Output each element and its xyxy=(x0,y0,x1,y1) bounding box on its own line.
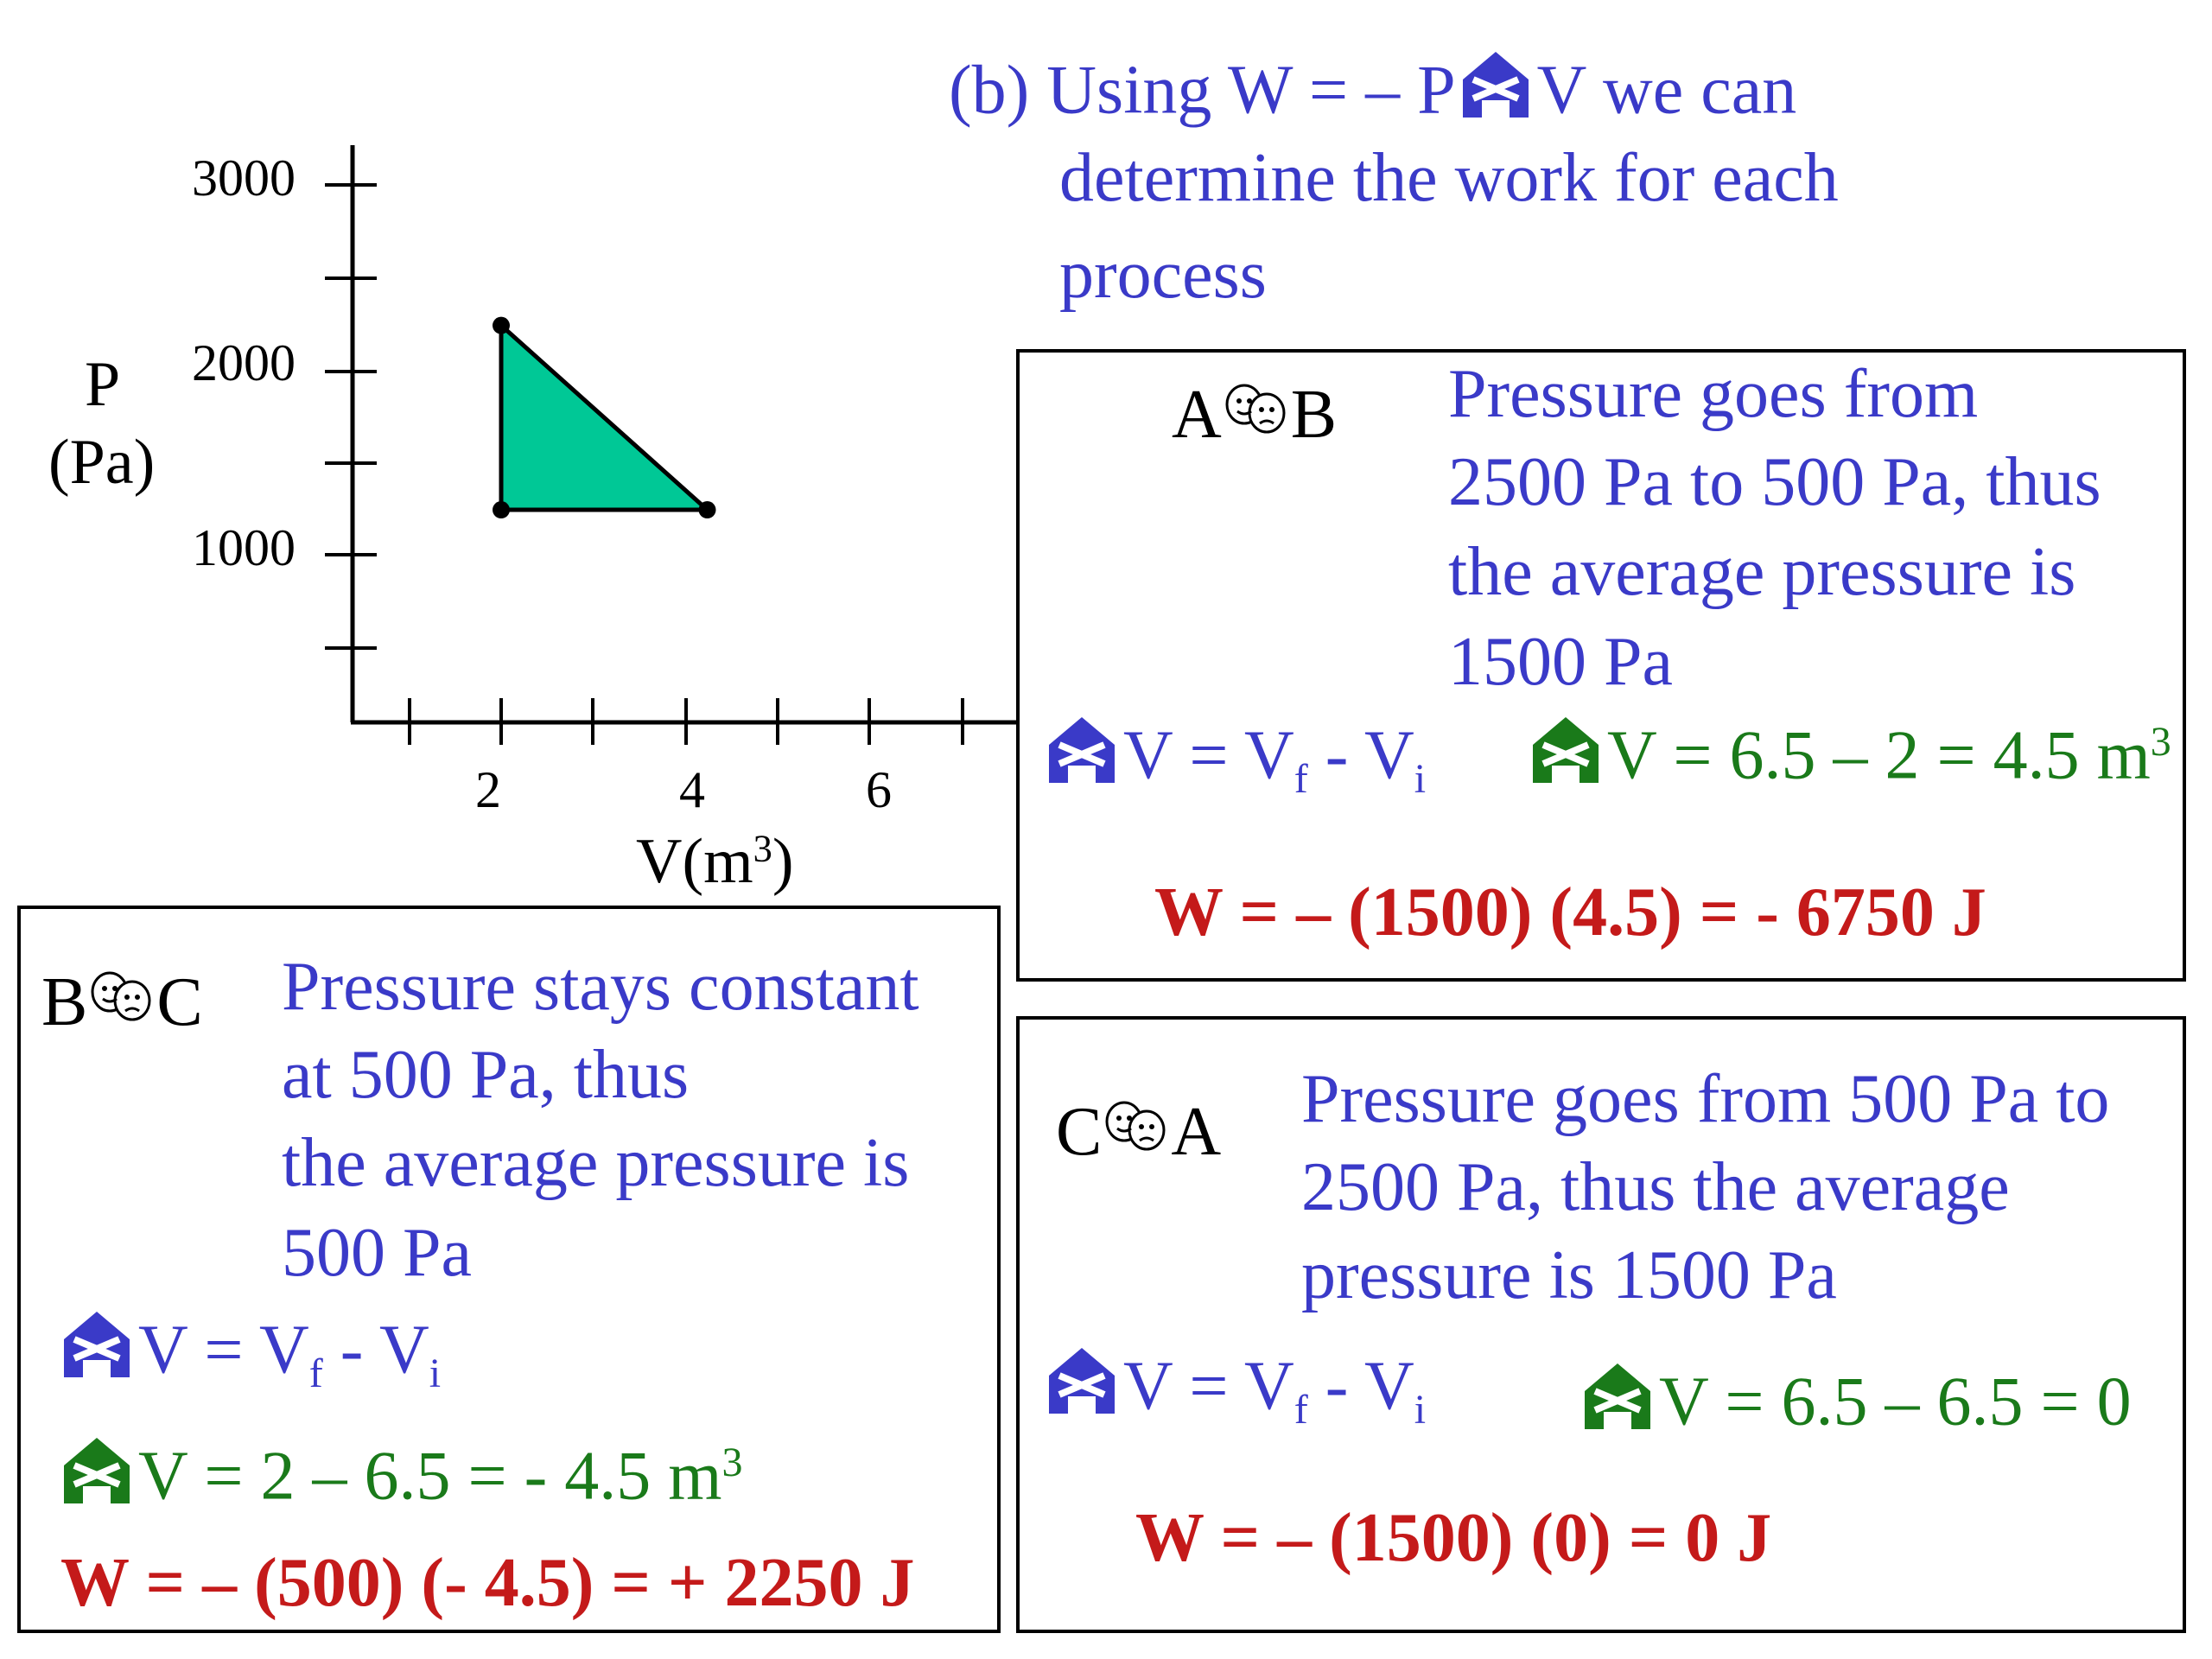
bc-text-2: at 500 Pa, thus xyxy=(282,1037,690,1113)
ab-dv-calculation: V = 6.5 – 2 = 4.5 m3 xyxy=(1526,710,2171,790)
x-axis xyxy=(351,698,1020,745)
ab-text-1: Pressure goes from xyxy=(1448,356,1979,432)
bc-text-3: the average pressure is xyxy=(282,1125,910,1201)
ab-text-3: the average pressure is xyxy=(1448,534,2076,610)
point-a xyxy=(493,316,510,334)
ca-process-box xyxy=(1016,1016,2186,1633)
bc-work-result: W = – (500) (- 4.5) = + 2250 J xyxy=(60,1545,915,1621)
heading-line-2: determine the work for each xyxy=(1059,140,1839,216)
bc-process-box xyxy=(17,906,1001,1633)
ca-work-result: W = – (1500) (0) = 0 J xyxy=(1135,1500,1772,1576)
point-b xyxy=(493,501,510,519)
y-axis-label-unit: (Pa) xyxy=(48,427,156,498)
delta-icon xyxy=(1049,717,1115,783)
delta-icon xyxy=(1533,717,1599,783)
y-tick-2000: 2000 xyxy=(192,334,296,391)
delta-icon xyxy=(1049,1348,1115,1414)
ab-dv-definition: V = Vf - Vi xyxy=(1042,710,1426,800)
y-axis-label-p: P xyxy=(85,349,121,420)
masks-arrow-icon xyxy=(91,971,151,1021)
bc-text-4: 500 Pa xyxy=(282,1215,472,1291)
delta-icon xyxy=(1585,1363,1650,1429)
heading-line-3: process xyxy=(1059,237,1267,313)
masks-arrow-icon xyxy=(1225,384,1286,434)
delta-icon xyxy=(64,1312,130,1377)
pv-graph xyxy=(325,145,1020,745)
cycle-area xyxy=(499,323,709,512)
ca-text-1: Pressure goes from 500 Pa to xyxy=(1301,1061,2110,1137)
ca-dv-calculation: V = 6.5 – 6.5 = 0 xyxy=(1578,1357,2132,1436)
y-tick-3000: 3000 xyxy=(192,149,296,207)
delta-icon xyxy=(1462,52,1529,118)
x-tick-2: 2 xyxy=(475,761,501,818)
ca-dv-definition: V = Vf - Vi xyxy=(1042,1341,1426,1431)
x-tick-4: 4 xyxy=(679,761,705,818)
point-c xyxy=(698,501,716,519)
ab-text-4: 1500 Pa xyxy=(1448,624,1673,700)
bc-dv-calculation: V = 2 – 6.5 = - 4.5 m3 xyxy=(57,1431,742,1510)
ca-text-3: pressure is 1500 Pa xyxy=(1301,1237,1837,1313)
ca-text-2: 2500 Pa, thus the average xyxy=(1301,1149,2010,1225)
bc-dv-definition: V = Vf - Vi xyxy=(57,1305,441,1395)
ab-process-box xyxy=(1016,349,2186,982)
bc-text-1: Pressure stays constant xyxy=(282,949,919,1025)
y-tick-1000: 1000 xyxy=(192,519,296,576)
masks-arrow-icon xyxy=(1105,1101,1166,1151)
ab-text-2: 2500 Pa to 500 Pa, thus xyxy=(1448,444,2101,520)
x-tick-6: 6 xyxy=(866,761,892,818)
y-axis xyxy=(325,145,377,722)
delta-icon xyxy=(64,1438,130,1503)
ab-work-result: W = – (1500) (4.5) = - 6750 J xyxy=(1154,874,1986,950)
x-axis-label: V(m3) xyxy=(636,826,794,897)
